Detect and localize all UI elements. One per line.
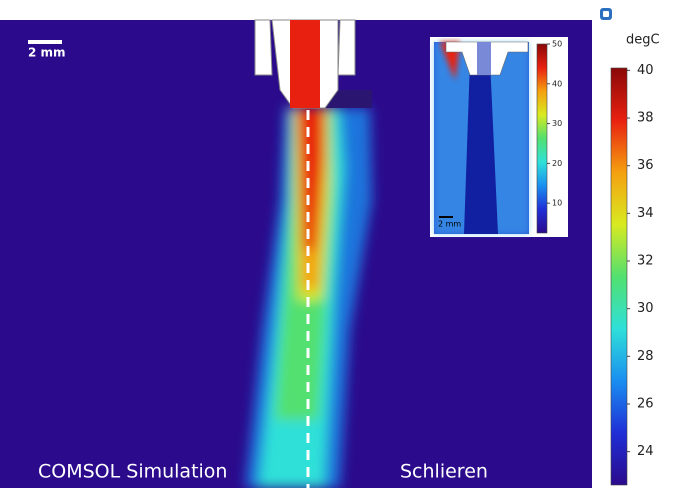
scale-bar-label: 2 mm (28, 46, 66, 60)
colorbar-tick-label: 40 (552, 79, 562, 88)
colorbar-tick-label: 30 (552, 119, 562, 128)
app-icon-inner (603, 11, 609, 17)
colorbar-tick-label: 32 (637, 254, 654, 269)
colorbar (537, 44, 547, 233)
left-label: COMSOL Simulation (38, 461, 227, 483)
colorbar-tick-label: 34 (637, 206, 654, 221)
colorbar-tick-label: 36 (637, 158, 654, 173)
colorbar-tick-label: 26 (637, 396, 654, 411)
right-label: Schlieren (400, 461, 488, 483)
colorbar-tick-label: 40 (637, 63, 654, 78)
colorbar-tick-label: 38 (637, 111, 654, 126)
colorbar-tick-label: 50 (552, 40, 562, 49)
colorbar-tick-label: 28 (637, 349, 654, 364)
colorbar-unit: degC (626, 33, 660, 48)
colorbar-tick-label: 10 (552, 199, 562, 208)
figure: 2 mm COMSOL Simulation Schlieren 2 mm de… (0, 0, 675, 488)
colorbar-tick-label: 24 (637, 444, 654, 459)
colorbar-tick-label: 20 (552, 159, 562, 168)
scale-bar (28, 40, 62, 44)
inset-scale-label: 2 mm (438, 220, 461, 229)
colorbar (611, 68, 627, 485)
colorbar-tick-label: 30 (637, 301, 654, 316)
